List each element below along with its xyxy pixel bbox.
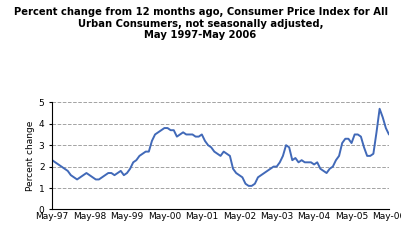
Text: Percent change from 12 months ago, Consumer Price Index for All
Urban Consumers,: Percent change from 12 months ago, Consu… [14,7,387,40]
Y-axis label: Percent change: Percent change [26,121,34,191]
